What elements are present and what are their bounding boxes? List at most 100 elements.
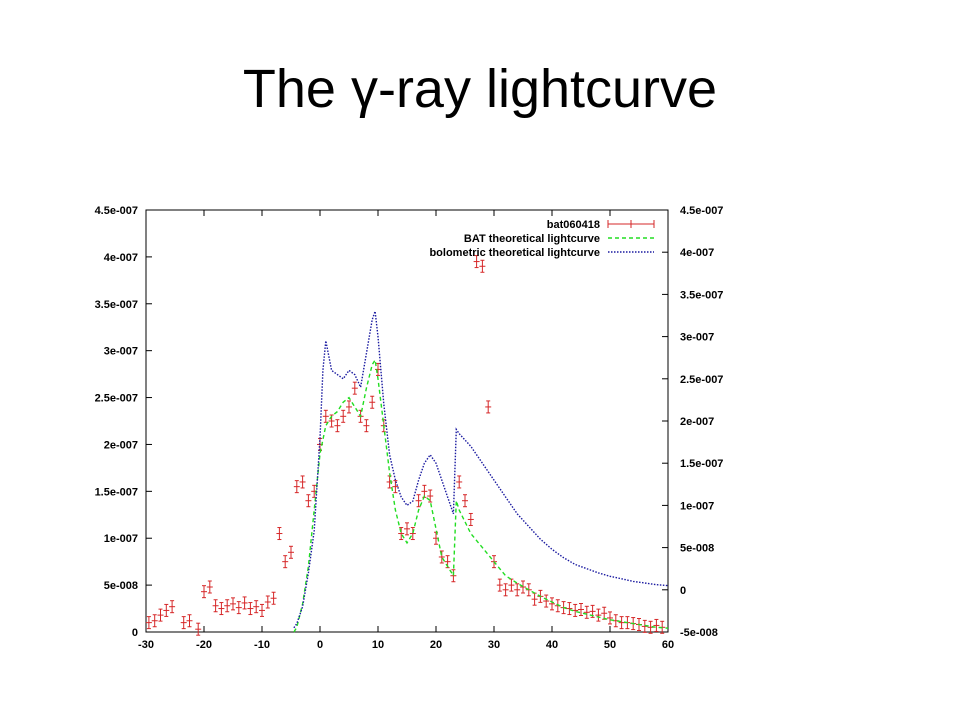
data-point [151, 614, 158, 628]
y-right-tick-label: 3.5e-007 [680, 289, 723, 301]
data-point [253, 600, 260, 614]
data-point [467, 512, 474, 526]
y-right-tick-label: 4.5e-007 [680, 205, 723, 217]
data-point [456, 475, 463, 489]
y-left-tick-label: 4e-007 [104, 252, 138, 264]
y-right-tick-label: 4e-007 [680, 247, 714, 259]
data-point [305, 494, 312, 508]
data-point [485, 400, 492, 414]
y-left-tick-label: 3.5e-007 [95, 299, 138, 311]
data-point [351, 381, 358, 395]
series-line-1 [293, 358, 669, 633]
data-point [282, 555, 289, 569]
data-point [473, 255, 480, 269]
data-point [543, 594, 550, 608]
plot-frame [145, 209, 669, 633]
data-point [224, 599, 231, 613]
data-point [578, 602, 584, 616]
data-point [157, 608, 164, 622]
data-point [235, 601, 242, 615]
data-point [595, 608, 602, 622]
data-point [479, 259, 486, 273]
data-point [195, 622, 202, 636]
data-point [259, 603, 265, 617]
data-point [415, 494, 422, 508]
series-bat060418 [145, 255, 666, 636]
data-point [293, 480, 300, 494]
x-tick-label: 40 [546, 639, 558, 651]
x-tick-label: 0 [317, 639, 323, 651]
data-point [520, 580, 526, 594]
data-point [398, 527, 405, 541]
data-point [180, 616, 187, 630]
data-point [514, 583, 521, 597]
y-left-tick-label: 1e-007 [104, 533, 138, 545]
data-point [264, 595, 271, 609]
data-point [462, 494, 468, 508]
data-point [375, 362, 381, 376]
data-point [212, 599, 219, 613]
y-left-tick-label: 1.5e-007 [95, 486, 138, 498]
y-right-tick-label: -5e-008 [680, 627, 718, 639]
y-right-tick-label: 3e-007 [680, 332, 714, 344]
data-point [531, 592, 538, 606]
data-point [218, 602, 225, 616]
y-left-tick-label: 2e-007 [104, 439, 138, 451]
data-point [653, 618, 660, 632]
y-right-tick-label: 5e-008 [680, 543, 714, 555]
legend-label: bat060418 [547, 219, 600, 231]
data-point [363, 419, 370, 433]
y-right-tick-label: 2.5e-007 [680, 374, 723, 386]
x-tick-label: -30 [138, 639, 154, 651]
data-point [346, 400, 352, 414]
data-point [369, 395, 376, 409]
x-tick-label: 50 [604, 639, 616, 651]
data-point [163, 603, 170, 617]
legend-label: BAT theoretical lightcurve [464, 233, 600, 245]
data-point [169, 600, 176, 614]
data-point [601, 606, 608, 620]
x-tick-label: 20 [430, 639, 442, 651]
x-tick-label: -10 [254, 639, 270, 651]
x-tick-label: 60 [662, 639, 674, 651]
y-right-tick-label: 1e-007 [680, 500, 714, 512]
data-point [276, 527, 283, 541]
x-tick-label: 30 [488, 639, 500, 651]
y-right-tick-label: 0 [680, 585, 686, 597]
data-point [392, 480, 399, 494]
data-point [583, 605, 590, 619]
data-point [404, 522, 410, 536]
y-left-tick-label: 3e-007 [104, 346, 138, 358]
data-point [322, 409, 329, 423]
data-point [502, 583, 509, 597]
data-point [566, 602, 573, 616]
data-point [427, 489, 434, 503]
series-line-2 [293, 311, 669, 629]
data-point [230, 597, 236, 611]
x-tick-label: -20 [196, 639, 212, 651]
data-point [247, 602, 254, 616]
y-right-tick-label: 2e-007 [680, 416, 714, 428]
data-point [438, 550, 445, 564]
data-point [201, 585, 207, 599]
y-left-tick-label: 0 [132, 627, 138, 639]
data-point [607, 611, 613, 625]
data-point [340, 409, 347, 423]
y-left-tick-label: 5e-008 [104, 580, 138, 592]
data-point [299, 475, 306, 489]
x-tick-label: 10 [372, 639, 384, 651]
data-point [409, 527, 416, 541]
y-left-tick-label: 2.5e-007 [95, 393, 138, 405]
data-point [241, 596, 248, 610]
data-point [549, 597, 555, 611]
data-point [496, 578, 503, 592]
data-point [618, 616, 625, 630]
data-point [270, 591, 277, 605]
y-left-tick-label: 4.5e-007 [95, 205, 138, 217]
legend-label: bolometric theoretical lightcurve [429, 247, 600, 259]
data-point [145, 616, 152, 630]
y-right-tick-label: 1.5e-007 [680, 458, 723, 470]
data-point [206, 580, 213, 594]
data-point [288, 545, 294, 559]
